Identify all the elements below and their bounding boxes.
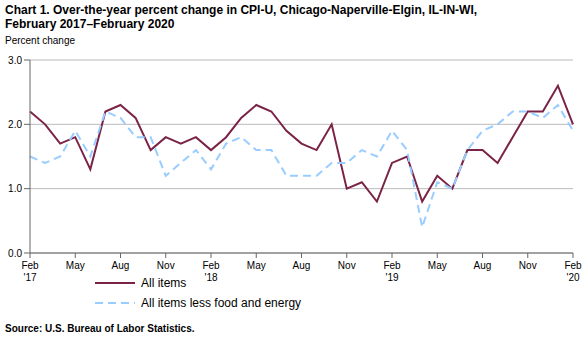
svg-text:1.0: 1.0 bbox=[8, 183, 22, 194]
svg-text:Aug: Aug bbox=[293, 260, 311, 271]
html-text:Chart 1. Over-the-year percent: Chart 1. Over-the-year percent change in… bbox=[5, 3, 478, 31]
svg-text:'20: '20 bbox=[566, 272, 579, 283]
svg-text:Feb: Feb bbox=[21, 260, 39, 271]
svg-text:'18: '18 bbox=[204, 272, 217, 283]
svg-text:Nov: Nov bbox=[338, 260, 356, 271]
html-text:Percent change: Percent change bbox=[5, 35, 76, 46]
svg-text:May: May bbox=[428, 260, 447, 271]
svg-text:Nov: Nov bbox=[157, 260, 175, 271]
svg-text:Aug: Aug bbox=[112, 260, 130, 271]
svg-text:Feb: Feb bbox=[202, 260, 220, 271]
svg-text:May: May bbox=[247, 260, 266, 271]
svg-text:Feb: Feb bbox=[383, 260, 401, 271]
svg-text:'19: '19 bbox=[385, 272, 398, 283]
html-text:All items: All items bbox=[141, 276, 187, 290]
svg-text:Aug: Aug bbox=[474, 260, 492, 271]
svg-text:May: May bbox=[66, 260, 85, 271]
svg-text:Nov: Nov bbox=[519, 260, 537, 271]
svg-text:3.0: 3.0 bbox=[8, 55, 22, 66]
svg-text:0.0: 0.0 bbox=[8, 248, 22, 259]
svg-text:2.0: 2.0 bbox=[8, 119, 22, 130]
svg-text:'17: '17 bbox=[23, 272, 36, 283]
html-text:All items less food and energy: All items less food and energy bbox=[141, 296, 302, 310]
svg-text:Feb: Feb bbox=[564, 260, 580, 271]
html-text:Source: U.S. Bureau of Labor S: Source: U.S. Bureau of Labor Statistics. bbox=[5, 323, 195, 334]
